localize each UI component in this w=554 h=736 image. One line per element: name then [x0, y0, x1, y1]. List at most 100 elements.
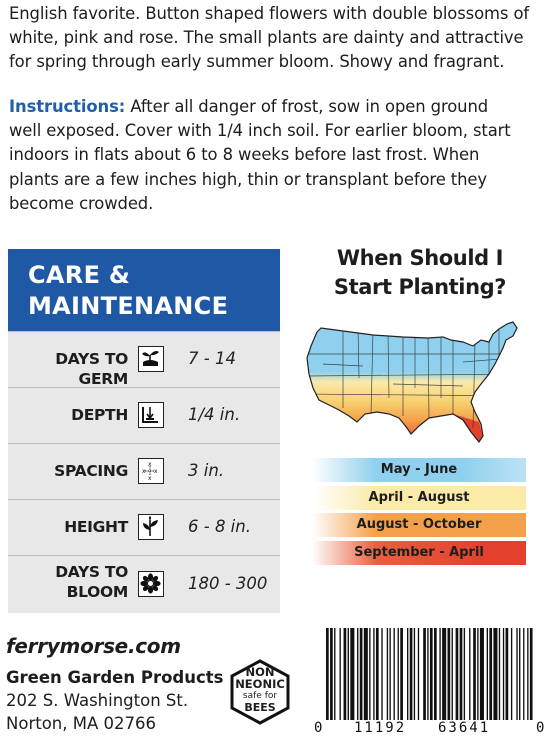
barcode-bar: [363, 628, 368, 720]
barcode-bar: [447, 628, 451, 720]
care-row-label: DAYS TO GERM: [55, 350, 128, 388]
planting-title-line1: When Should I: [336, 246, 504, 270]
care-row-depth: DEPTH 1/4 in.: [8, 387, 280, 443]
barcode-bar: [423, 628, 426, 720]
barcode-bar: [523, 628, 525, 720]
website-link[interactable]: ferrymorse.com: [6, 634, 181, 658]
plant-height-icon: [138, 514, 164, 540]
care-row-value: 6 - 8 in.: [188, 517, 251, 536]
care-row-value: 7 - 14: [188, 349, 236, 368]
barcode-bar: [498, 628, 501, 720]
street-address: 202 S. Washington St.: [6, 691, 189, 710]
barcode-group1: 11192: [354, 720, 406, 734]
care-row-value: 180 - 300: [188, 574, 268, 593]
svg-text:x: x: [148, 475, 152, 482]
barcode-bar: [417, 628, 420, 720]
barcode-bar: [469, 628, 471, 720]
barcode-bar: [473, 628, 476, 720]
badge-line4: BEES: [244, 701, 276, 714]
care-row-bloom: DAYS TO BLOOM 180 - 300: [8, 555, 280, 613]
barcode-bar: [357, 628, 359, 720]
barcode-bar: [369, 628, 371, 720]
barcode-bar: [375, 628, 379, 720]
barcode-bar: [516, 628, 518, 720]
product-description: English favorite. Button shaped flowers …: [9, 2, 549, 74]
barcode-bar: [407, 628, 409, 720]
city-address: Norton, MA 02766: [6, 714, 156, 733]
barcode-left-digit: 0: [314, 720, 322, 734]
barcode-bar: [409, 628, 413, 720]
care-row-label: SPACING: [54, 462, 128, 480]
care-title-line2: MAINTENANCE: [28, 292, 229, 320]
barcode-bar: [502, 628, 505, 720]
barcode-bar: [413, 628, 416, 720]
care-row-label: HEIGHT: [64, 518, 128, 536]
barcode-bar: [519, 628, 521, 720]
instructions-label: Instructions:: [9, 97, 126, 116]
us-map-graphic: [306, 321, 518, 444]
barcode-bar: [486, 628, 488, 720]
care-maintenance-panel: CARE & MAINTENANCE DAYS TO GERM 7 - 14 D…: [8, 249, 280, 613]
barcode-bar: [459, 628, 463, 720]
barcode-bar: [400, 628, 403, 720]
planting-title: When Should I Start Planting?: [300, 244, 540, 302]
barcode-bar: [334, 628, 336, 720]
non-neonic-badge-text: NON NEONIC safe for BEES: [228, 664, 292, 714]
barcode-bar: [347, 628, 349, 720]
barcode-bar: [463, 628, 466, 720]
barcode-bar: [455, 628, 459, 720]
legend-may-june: May - June: [312, 458, 526, 482]
care-row-height: HEIGHT 6 - 8 in.: [8, 499, 280, 555]
barcode-bar: [386, 628, 389, 720]
us-planting-map: [303, 318, 529, 446]
svg-text:x: x: [148, 461, 152, 468]
barcode-bar: [339, 628, 341, 720]
barcode-bar: [527, 628, 529, 720]
upc-barcode: 0 11192 63641 0: [314, 628, 544, 734]
description-line: English favorite. Button shaped flowers …: [9, 4, 530, 23]
barcode-bar: [393, 628, 395, 720]
instructions-line: plants are a few inches high, thin or tr…: [9, 169, 488, 189]
barcode-bar: [343, 628, 347, 720]
instructions-line: Instructions: After all danger of frost,…: [9, 95, 549, 119]
barcode-bar: [359, 628, 363, 720]
care-header: CARE & MAINTENANCE: [8, 249, 280, 331]
barcode-bar: [451, 628, 453, 720]
barcode-bar: [330, 628, 333, 732]
legend-september-april: September - April: [312, 541, 526, 565]
legend-august-october: August - October: [312, 513, 526, 537]
company-name: Green Garden Products: [6, 668, 224, 687]
barcode-bar: [442, 628, 447, 720]
barcode-bar: [529, 628, 533, 732]
care-row-germination: DAYS TO GERM 7 - 14: [8, 331, 280, 388]
barcode-bar: [489, 628, 493, 720]
care-title-line1: CARE &: [28, 261, 131, 289]
company-address: Green Garden Products 202 S. Washington …: [6, 666, 223, 735]
description-line: white, pink and rose. The small plants a…: [9, 28, 524, 47]
barcode-bar: [505, 628, 509, 720]
flower-icon: [138, 571, 164, 597]
barcode-right-digit: 0: [536, 720, 544, 734]
care-row-value: 3 in.: [188, 461, 225, 480]
barcode-group2: 63641: [438, 720, 490, 734]
barcode-bar: [439, 628, 441, 720]
barcode-bar: [326, 628, 329, 732]
barcode-bar: [381, 628, 383, 720]
care-row-label: DEPTH: [71, 406, 128, 424]
instructions-text: After all danger of frost, sow in open g…: [125, 97, 489, 116]
badge-line3: safe for: [242, 691, 278, 701]
description-line: for spring through early summer bloom. S…: [9, 52, 505, 71]
instructions-line: indoors in flats about 6 to 8 weeks befo…: [9, 145, 480, 165]
planting-title-line2: Start Planting?: [333, 275, 507, 299]
non-neonic-badge: [230, 659, 290, 725]
barcode-bar: [477, 628, 479, 720]
care-row-label-line2: BLOOM: [66, 583, 129, 601]
instructions-line: become crowded.: [9, 193, 154, 213]
barcode-bar: [434, 628, 437, 732]
barcode-bar: [493, 628, 498, 720]
barcode-bar: [510, 628, 513, 720]
barcode-bar: [479, 628, 484, 720]
sprout-icon: [138, 346, 164, 372]
